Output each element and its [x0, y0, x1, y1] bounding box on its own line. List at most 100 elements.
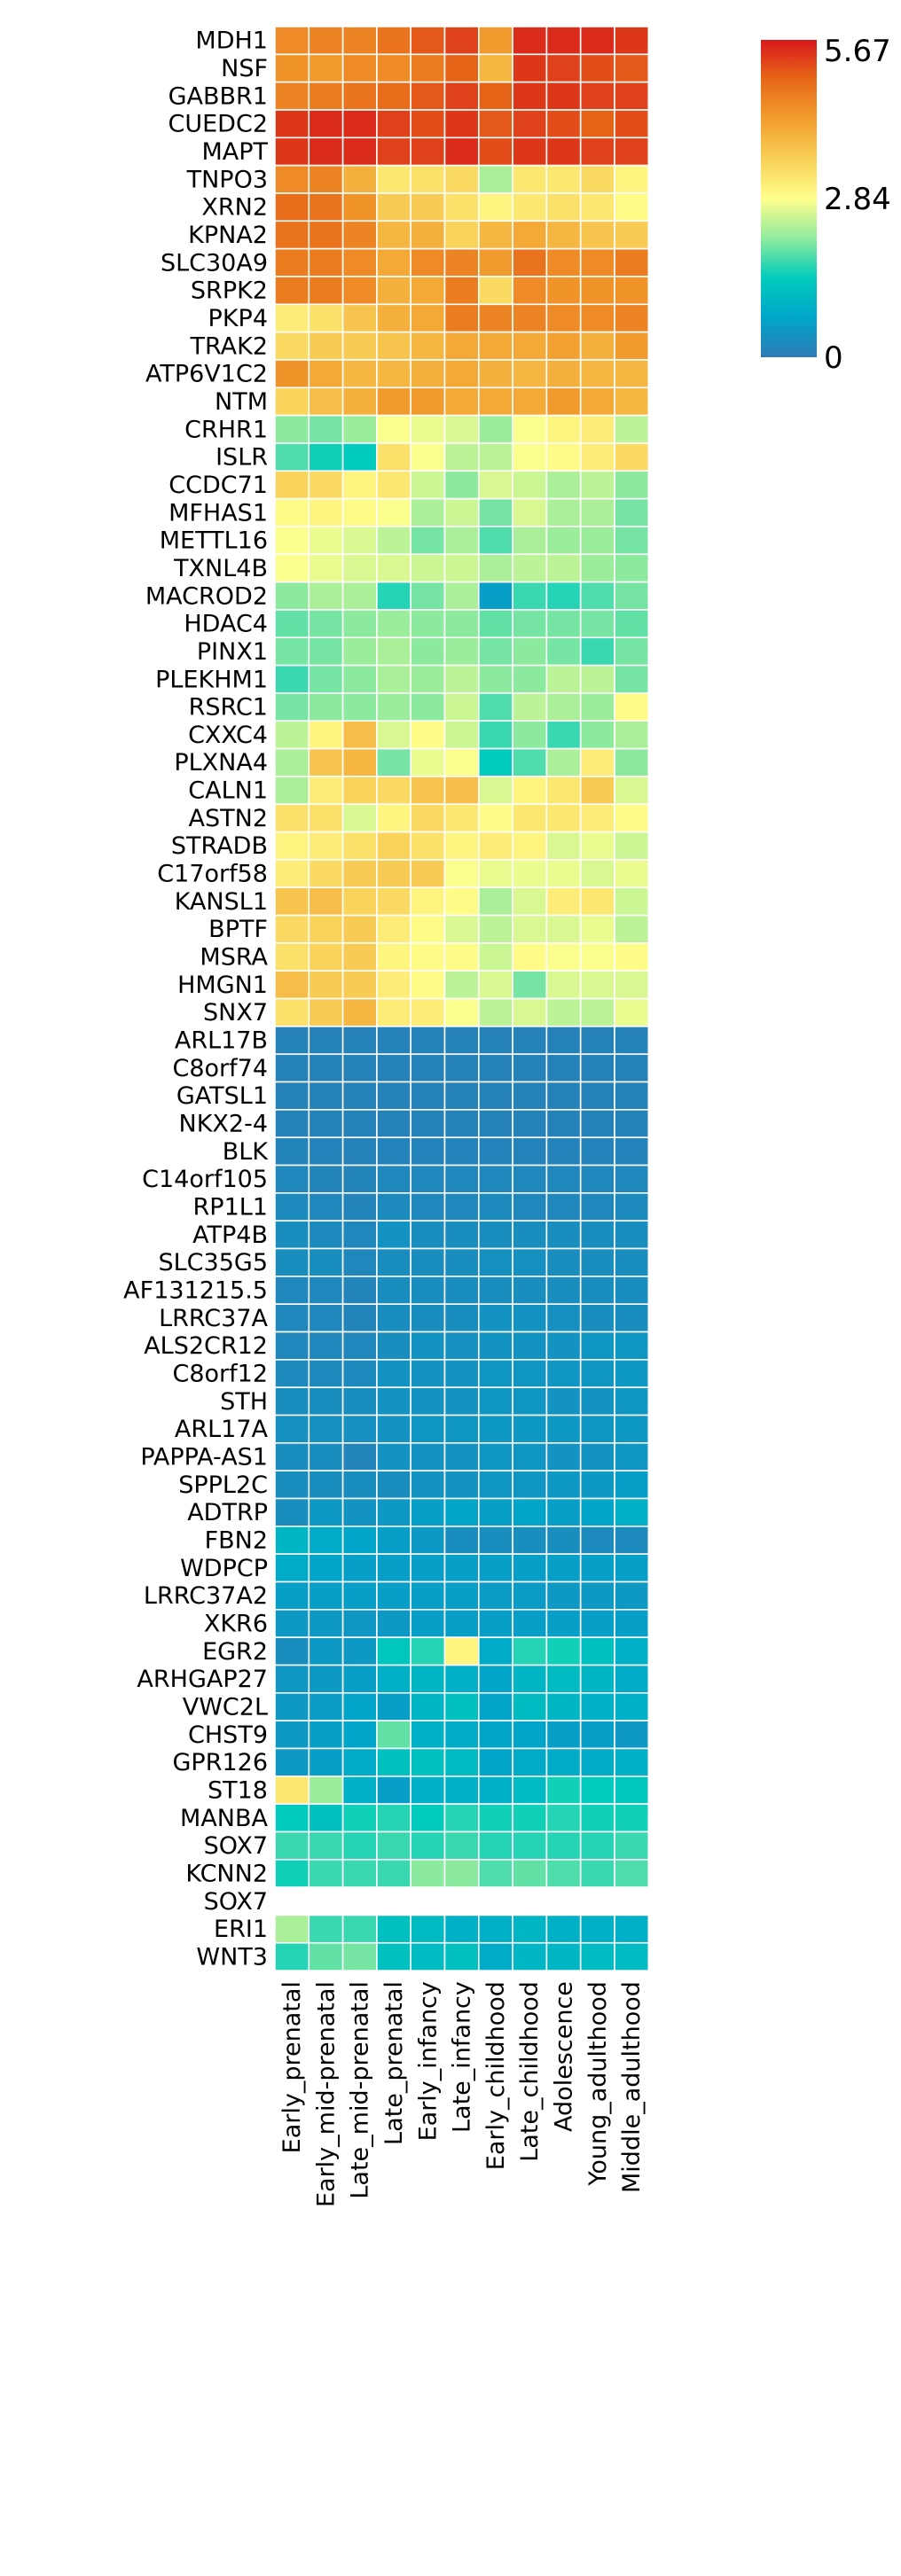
heatmap-cell: [477, 609, 513, 639]
heatmap-cell: [443, 1747, 480, 1777]
heatmap-cell: [341, 1026, 378, 1056]
heatmap-cell: [477, 1609, 513, 1638]
heatmap-cell: [376, 914, 411, 944]
heatmap-cell: [512, 886, 548, 917]
heatmap-cell: [308, 359, 344, 389]
heatmap-cell: [376, 1664, 411, 1694]
heatmap-cell: [274, 1941, 310, 1971]
heatmap-cell: [308, 81, 344, 111]
heatmap-cell: [308, 970, 344, 1000]
heatmap-cell: [341, 553, 378, 583]
heatmap-cell: [274, 1109, 310, 1138]
heatmap-cell: [376, 1303, 411, 1333]
heatmap-cell: [274, 1192, 310, 1222]
heatmap-cell: [274, 1220, 310, 1250]
heatmap-cell: [410, 636, 446, 667]
heatmap-cell: [545, 1858, 582, 1888]
heatmap-cell: [410, 26, 446, 56]
heatmap-cell: [341, 470, 378, 500]
heatmap-cell: [614, 1247, 650, 1277]
heatmap-cell: [443, 914, 480, 944]
row-label: PKP4: [208, 305, 268, 332]
heatmap-cell: [308, 220, 344, 250]
heatmap-cell: [579, 1497, 615, 1527]
heatmap-cell: [545, 386, 582, 417]
heatmap-cell: [545, 1053, 582, 1083]
heatmap-cell: [376, 886, 411, 917]
row-label: C14orf105: [142, 1166, 268, 1193]
heatmap-cell: [341, 803, 378, 833]
row-label: SLC30A9: [161, 249, 268, 277]
heatmap-cell: [614, 1053, 650, 1083]
heatmap-cell: [477, 1775, 513, 1805]
heatmap-cell: [376, 747, 411, 777]
heatmap-cell: [512, 26, 548, 56]
heatmap-cell: [579, 26, 615, 56]
row-label: KCNN2: [185, 1860, 268, 1887]
heatmap-cell: [308, 192, 344, 222]
row-label: VWC2L: [183, 1693, 268, 1721]
heatmap-cell: [512, 581, 548, 611]
heatmap-cell: [274, 1359, 310, 1388]
heatmap-cell: [410, 1331, 446, 1361]
heatmap-cell: [308, 137, 344, 167]
heatmap-cell: [376, 692, 411, 722]
heatmap-cell: [614, 1081, 650, 1111]
heatmap-cell: [545, 359, 582, 389]
colorbar-mid-label: 2.84: [824, 182, 891, 217]
heatmap-cell: [512, 914, 548, 944]
heatmap-cell: [545, 886, 582, 917]
heatmap-cell: [579, 386, 615, 417]
column-label: Early_prenatal: [278, 1981, 306, 2153]
heatmap-cell: [614, 1192, 650, 1222]
heatmap-cell: [477, 1858, 513, 1888]
heatmap-cell: [410, 692, 446, 722]
heatmap-cell: [477, 1720, 513, 1750]
heatmap-cell: [274, 442, 310, 472]
heatmap-cell: [376, 581, 411, 611]
row-label: NKX2-4: [179, 1111, 269, 1138]
heatmap-cell: [614, 331, 650, 361]
heatmap-cell: [579, 1470, 615, 1500]
row-label: ARL17A: [175, 1416, 269, 1443]
heatmap-cell: [410, 442, 446, 472]
heatmap-cell: [443, 1331, 480, 1361]
heatmap-cell: [614, 1470, 650, 1500]
heatmap-cell: [308, 1664, 344, 1694]
heatmap-cell: [443, 581, 480, 611]
row-label: ALS2CR12: [144, 1332, 268, 1360]
heatmap-cell: [341, 1247, 378, 1277]
heatmap-cell: [341, 942, 378, 972]
heatmap-cell: [512, 776, 548, 806]
heatmap-cell: [410, 220, 446, 250]
heatmap-cell: [341, 1720, 378, 1750]
heatmap-cell: [274, 81, 310, 111]
heatmap-cell: [512, 386, 548, 417]
heatmap-cell: [512, 1386, 548, 1417]
heatmap-cell: [341, 1526, 378, 1555]
heatmap-cell: [545, 414, 582, 444]
colorbar-gradient: [761, 40, 817, 357]
heatmap-cell: [341, 1941, 378, 1971]
heatmap-cell: [545, 914, 582, 944]
heatmap-cell: [274, 1081, 310, 1111]
heatmap-cell: [614, 276, 650, 306]
heatmap-cell: [341, 386, 378, 417]
heatmap-cell: [614, 1692, 650, 1721]
row-label: FBN2: [205, 1526, 268, 1554]
heatmap-cell: [512, 1914, 548, 1944]
heatmap-cell: [443, 1109, 480, 1138]
heatmap-cell: [545, 1081, 582, 1111]
heatmap-cell: [341, 636, 378, 667]
heatmap-cell: [579, 1914, 615, 1944]
column-label: Early_mid-prenatal: [312, 1981, 340, 2207]
heatmap-cell: [443, 1359, 480, 1388]
heatmap-cell: [477, 192, 513, 222]
heatmap-cell: [579, 1220, 615, 1250]
heatmap-cell: [545, 331, 582, 361]
heatmap-cell: [614, 359, 650, 389]
row-label: HDAC4: [184, 611, 268, 638]
heatmap-cell: [614, 26, 650, 56]
heatmap-cell: [614, 109, 650, 139]
heatmap-cell: [308, 747, 344, 777]
